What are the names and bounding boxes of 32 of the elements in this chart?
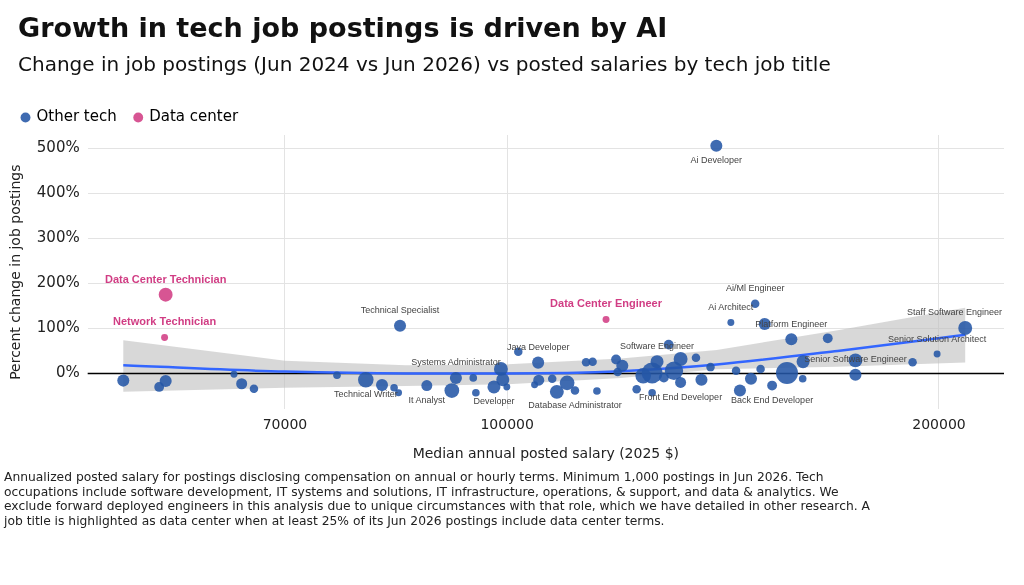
annotation: Ai Developer bbox=[690, 155, 743, 166]
annotation: Staff Software Engineer bbox=[907, 307, 1003, 318]
text: Annualized posted salary for postings disclosing compensation on annual or hourly terms. Minimum 1,000 postings in Jun 2026. Tech occupations include software development, IT systems and solutions, IT infrastructure, operations, & support, and data & analytics. We exclude forward deployed engineers in this analysis due to unique circumstances with that role, which we have detailed in other research. A job title is highlighted as data center when at least 25% of its Jun 2026 postings include data center terms. bbox=[4, 470, 871, 528]
annotation: Network Technician bbox=[113, 315, 217, 328]
chart-title: Growth in tech job postings is driven by AI bbox=[18, 12, 668, 43]
annotation: Ai Architect bbox=[708, 302, 754, 313]
annotation: Database Administrator bbox=[528, 399, 622, 410]
y-tick-label: 500% bbox=[36, 138, 80, 157]
x-tick-label: 200000 bbox=[912, 416, 966, 433]
x-tick-label: 100000 bbox=[480, 416, 534, 433]
annotation: Ai/Ml Engineer bbox=[725, 283, 785, 294]
annotation: Systems Administrator bbox=[411, 357, 501, 368]
y-axis-title: Percent change in job postings bbox=[7, 164, 24, 380]
legend-label: Data center bbox=[149, 107, 239, 126]
annotation: Back End Developer bbox=[731, 395, 814, 406]
annotation: Front End Developer bbox=[639, 391, 723, 402]
annotation: Data Center Engineer bbox=[550, 297, 663, 310]
x-tick-label: 70000 bbox=[262, 416, 308, 433]
annotation: Data Center Technician bbox=[104, 272, 227, 285]
y-tick-label: 200% bbox=[36, 273, 80, 292]
annotation: Developer bbox=[473, 396, 515, 407]
legend-label: Other tech bbox=[36, 107, 117, 126]
annotation: Technical Writer bbox=[333, 389, 398, 400]
x-axis-title: Median annual posted salary (2025 $) bbox=[412, 445, 680, 462]
chart-subtitle: Change in job postings (Jun 2024 vs Jun 2026) vs posted salaries by tech job title bbox=[18, 52, 831, 76]
y-tick-label: 300% bbox=[36, 228, 80, 247]
y-tick-label: 100% bbox=[36, 318, 80, 337]
annotation: It Analyst bbox=[408, 395, 446, 406]
y-tick-label: 0% bbox=[55, 363, 80, 382]
annotation: Technical Specialist bbox=[360, 305, 440, 316]
y-tick-label: 400% bbox=[36, 183, 80, 202]
annotation: Java Developer bbox=[506, 342, 570, 353]
